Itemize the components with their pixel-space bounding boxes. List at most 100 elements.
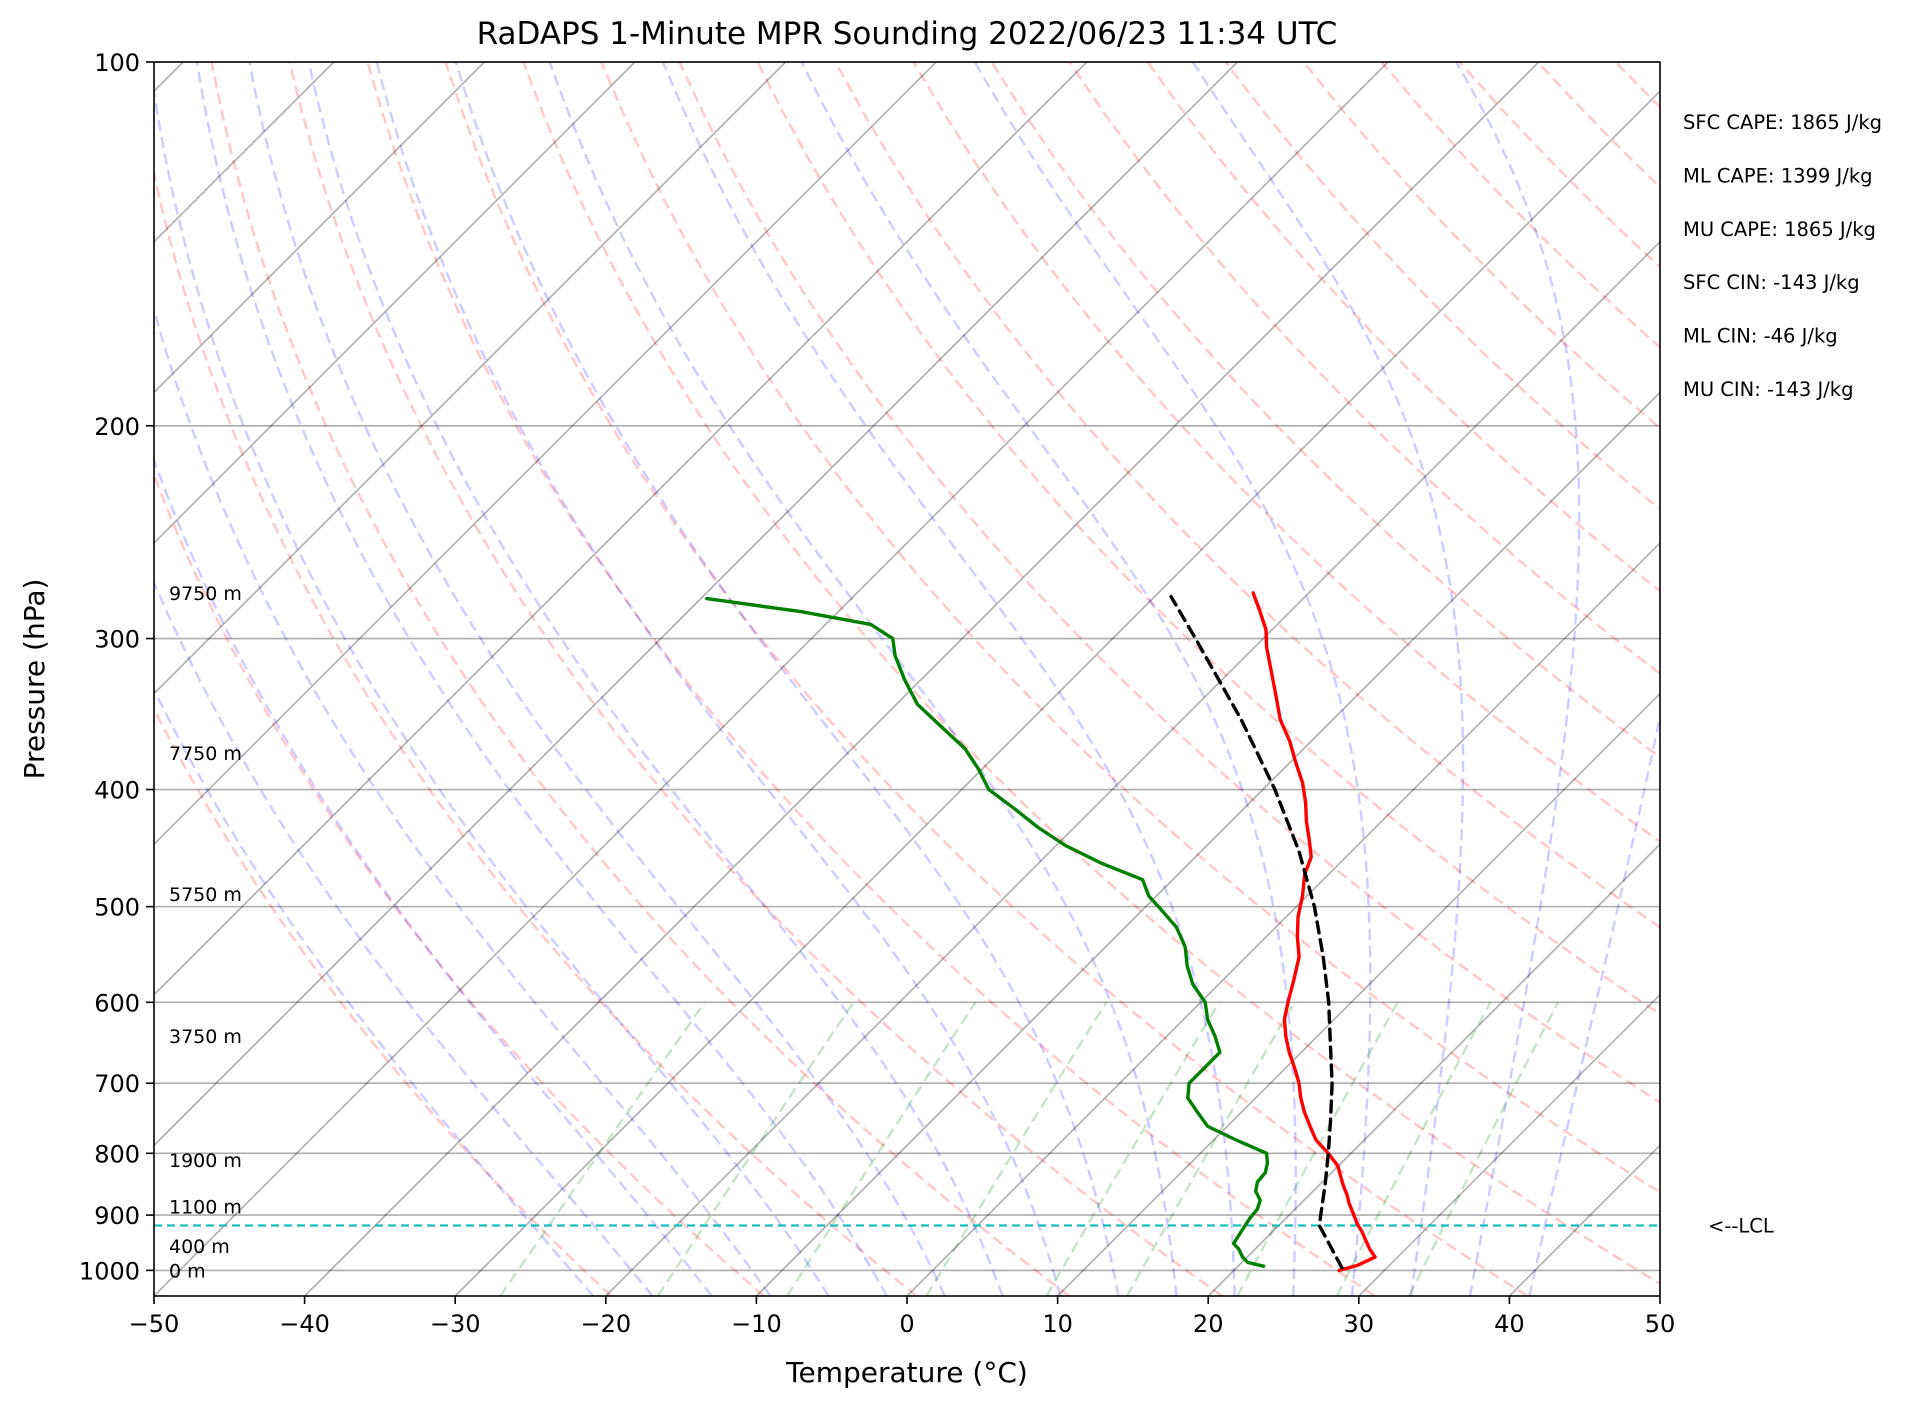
x-tick-label: −40 — [279, 1310, 330, 1338]
x-tick-label: 10 — [1042, 1310, 1073, 1338]
isotherm-line — [154, 62, 1389, 1296]
isotherm-line — [1057, 692, 1660, 1296]
isotherm-line — [154, 62, 636, 545]
height-label: 0 m — [169, 1260, 206, 1282]
x-tick-label: −10 — [731, 1310, 782, 1338]
moist-adiabat-line — [195, 62, 888, 1296]
isotherm-line — [755, 391, 1660, 1296]
x-tick-label: 50 — [1645, 1310, 1676, 1338]
isotherm-line — [154, 62, 485, 394]
moist-adiabat-line — [973, 62, 1372, 1296]
moist-adiabat-line — [375, 62, 1062, 1296]
height-label: 1100 m — [169, 1196, 242, 1218]
mixing-ratio-line — [1236, 1001, 1399, 1296]
moist-adiabat-line — [248, 62, 946, 1296]
y-axis-label: Pressure (hPa) — [18, 579, 51, 780]
mixing-ratio-lines — [499, 1001, 1560, 1296]
moist-adiabat-line — [154, 84, 830, 1296]
temperature-line — [1251, 591, 1377, 1273]
y-tick-label: 1000 — [79, 1257, 140, 1285]
x-tick-label: −20 — [580, 1310, 631, 1338]
dry-adiabat-line — [678, 62, 1660, 1104]
mixing-ratio-line — [786, 1001, 977, 1296]
dry-adiabat-line — [154, 706, 613, 1296]
isotherm-line — [1659, 1294, 1660, 1296]
stability-index-text: ML CIN: -46 J/kg — [1683, 325, 1838, 348]
mixing-ratio-line — [1335, 1001, 1492, 1296]
dry-adiabat-line — [154, 168, 918, 1296]
mixing-ratio-line — [499, 1001, 706, 1296]
mixing-ratio-line — [656, 1001, 855, 1296]
x-tick-label: 40 — [1494, 1310, 1525, 1338]
mixing-ratio-line — [1125, 1001, 1296, 1296]
x-tick-label: 0 — [899, 1310, 914, 1338]
height-label: 3750 m — [169, 1026, 242, 1048]
isotherm-line — [154, 62, 787, 695]
moist-adiabat-line — [307, 62, 1004, 1296]
dry-adiabat-line — [600, 62, 1660, 1194]
dry-adiabat-line — [1380, 62, 1660, 349]
profile-lines — [705, 591, 1377, 1273]
moist-adiabat-line — [154, 305, 772, 1296]
dry-adiabat-line — [288, 62, 1223, 1296]
x-tick-label: −30 — [430, 1310, 481, 1338]
skewed-isotherms — [154, 62, 1925, 1296]
y-axis: 1000 900 800 700 600 500 400 300 200 100 — [79, 49, 154, 1285]
lcl-label: <--LCL — [1708, 1214, 1774, 1237]
dry-adiabats — [154, 62, 1660, 1296]
stability-indices: SFC CAPE: 1865 J/kg ML CAPE: 1399 J/kg MU … — [1683, 111, 1882, 401]
dry-adiabat-line — [522, 62, 1660, 1286]
mixing-ratio-line — [925, 1001, 1108, 1296]
moist-adiabats — [154, 62, 1660, 1296]
height-label: 1900 m — [169, 1150, 242, 1172]
x-tick-label: 30 — [1344, 1310, 1375, 1338]
stability-index-text: SFC CIN: -143 J/kg — [1683, 271, 1860, 294]
isotherm-line — [1811, 62, 1925, 1296]
dry-adiabat-line — [1068, 62, 1660, 676]
stability-index-text: MU CAPE: 1865 J/kg — [1683, 218, 1876, 241]
mixing-ratio-line — [1045, 1001, 1221, 1296]
x-axis: −50 −40 −30 −20 −10 0 10 20 30 40 50 — [129, 1296, 1676, 1338]
x-tick-label: −50 — [129, 1310, 180, 1338]
isotherm-line — [154, 62, 937, 846]
dry-adiabat-line — [154, 472, 765, 1296]
dry-adiabat-line — [444, 62, 1529, 1296]
isotherm-line — [1207, 843, 1660, 1296]
moist-adiabat-line — [661, 62, 1236, 1296]
dry-adiabat-line — [1146, 62, 1660, 593]
moist-adiabat-line — [454, 62, 1120, 1296]
y-tick-label: 400 — [94, 777, 140, 805]
moist-adiabat-line — [800, 62, 1297, 1296]
moist-adiabat-line — [1528, 711, 1660, 1296]
stability-index-text: MU CIN: -143 J/kg — [1683, 378, 1853, 401]
dry-adiabat-line — [1302, 62, 1660, 430]
y-tick-label: 100 — [94, 49, 140, 77]
chart-title: RaDAPS 1-Minute MPR Sounding 2022/06/23 … — [477, 16, 1338, 52]
moist-adiabat-line — [1191, 62, 1465, 1296]
y-tick-label: 200 — [94, 413, 140, 441]
stability-index-text: SFC CAPE: 1865 J/kg — [1683, 111, 1882, 134]
dry-adiabat-line — [210, 62, 1071, 1296]
plot-frame — [153, 61, 1661, 1297]
parcel-line — [1169, 595, 1344, 1270]
stability-index-text: ML CAPE: 1399 J/kg — [1683, 164, 1873, 187]
dewpoint-line — [705, 596, 1270, 1268]
y-tick-label: 500 — [94, 894, 140, 922]
moist-adiabat-line — [154, 579, 654, 1296]
dry-adiabat-line — [366, 62, 1376, 1296]
y-tick-label: 800 — [94, 1140, 140, 1168]
dry-adiabat-line — [912, 62, 1660, 844]
dry-adiabat-line — [756, 62, 1660, 1016]
moist-adiabat-line — [548, 62, 1178, 1296]
isotherm-line — [304, 62, 1540, 1296]
moist-adiabat-line — [154, 456, 713, 1296]
dry-adiabat-line — [1536, 62, 1660, 189]
dry-adiabat-line — [1614, 62, 1660, 110]
height-label: 9750 m — [169, 583, 242, 605]
isotherm-line — [154, 62, 1088, 996]
dry-adiabat-line — [834, 62, 1660, 929]
height-label: 7750 m — [169, 743, 242, 765]
